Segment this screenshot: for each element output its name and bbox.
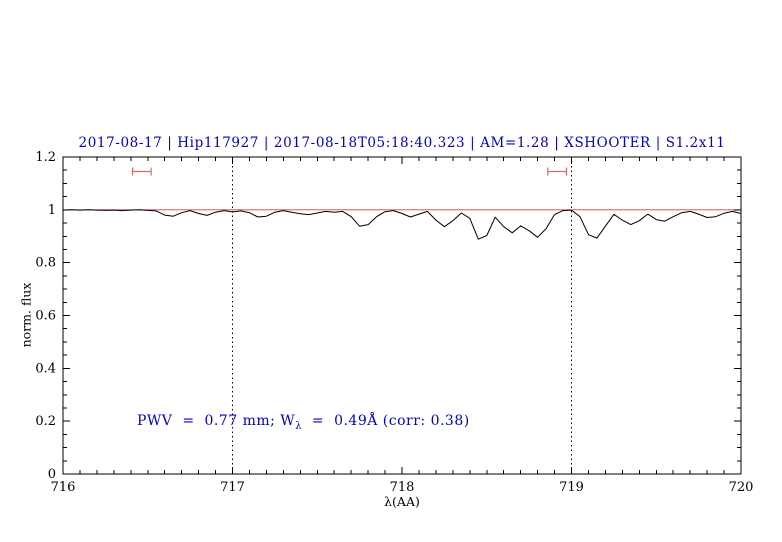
y-tick-label: 0 [48,467,56,482]
range-marker [547,167,568,176]
pwv-annotation-subscript: λ [295,420,303,432]
x-tick-label: 719 [559,480,584,495]
pwv-annotation-prefix: PWV = 0.77 mm; W [137,413,296,429]
y-axis-label: norm. flux [18,282,34,348]
tick-labels: 716 717 718 719 720 0 0.2 0.4 0.6 0.8 1 1.2 [35,150,753,495]
x-tick-label: 717 [220,480,245,495]
pwv-annotation: PWV = 0.77 mm; Wλ = 0.49Å (corr: 0.38) [137,413,470,432]
axis-ticks [62,156,742,475]
x-axis-label: λ(AA) [384,494,420,509]
x-tick-label: 718 [390,480,415,495]
plot-title: 2017-08-17 | Hip117927 | 2017-08-18T05:1… [78,135,726,151]
y-tick-label: 0.6 [35,309,56,324]
pwv-annotation-suffix: = 0.49Å (corr: 0.38) [302,413,470,429]
y-tick-label: 0.2 [35,414,56,429]
spectrum-line [62,209,742,240]
y-tick-label: 1 [48,203,56,218]
y-tick-label: 0.4 [35,361,56,376]
y-tick-label: 1.2 [35,150,56,165]
range-marker [131,167,152,176]
y-tick-label: 0.8 [35,256,56,271]
x-tick-label: 720 [729,480,754,495]
x-tick-label: 716 [51,480,76,495]
